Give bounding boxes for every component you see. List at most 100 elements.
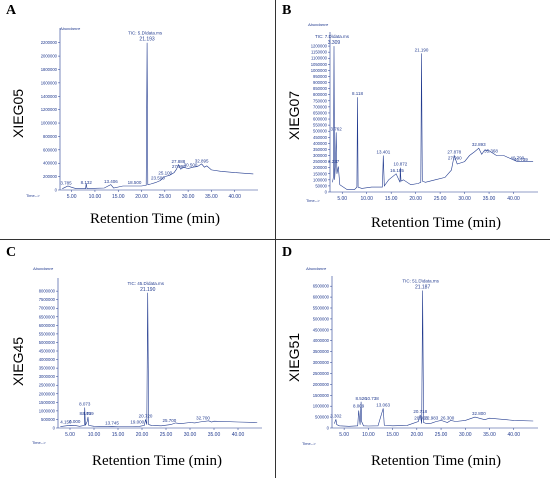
peak-label: 8.526 (355, 396, 367, 401)
y-tick-label: 3000000 (313, 360, 330, 365)
y-tick-label: 1000000 (311, 68, 328, 73)
peak-label: 3.785 (60, 180, 72, 185)
x-tick-label: 10.00 (362, 432, 375, 438)
y-tick-label: 4500000 (313, 327, 330, 332)
chromatogram-svg: 0 500000 1000000 1500000 2000000 2500000 30000… (313, 276, 538, 438)
peak-label: 13.401 (376, 150, 390, 155)
y-tick-label: 4000000 (39, 357, 56, 362)
chromatogram-svg: 0 200000 400000 600000 800000 1000000 1200000 1… (41, 28, 258, 200)
peak-label: 10.872 (393, 162, 407, 167)
peak-label: 4.150 (60, 419, 72, 424)
y-tick-label: 400000 (313, 141, 328, 146)
y-tick-label: 3500000 (313, 349, 330, 354)
y-tick-label: 6000000 (313, 295, 330, 300)
y-tick-label: 0 (327, 426, 330, 431)
y-tick-label: 700000 (313, 104, 328, 109)
abundance-label: Abundance (33, 266, 54, 271)
x-tick-label: 25.00 (160, 432, 173, 438)
peak-label: 20.720 (139, 413, 153, 418)
x-tick-label: 5.00 (337, 196, 347, 202)
y-tick-label: 1200000 (41, 107, 58, 112)
x-tick-label: 40.00 (232, 432, 245, 438)
peak-label: 8.009 (353, 403, 365, 408)
peak-label: 21.190 (415, 47, 429, 52)
panel-letter: C (6, 245, 17, 260)
x-tick-label: 15.00 (386, 432, 399, 438)
peak-label: 32.800 (472, 411, 486, 416)
chromatogram-line (332, 46, 534, 190)
peak-label: 3.237 (328, 159, 340, 164)
chart-panel-d: D XIEG51 Abundance Time--> Retention Tim… (276, 240, 550, 479)
y-tick-label: 750000 (313, 98, 328, 103)
y-tick-label: 500000 (313, 129, 328, 134)
x-tick-label: 20.00 (135, 194, 148, 200)
y-tick-label: 1000000 (39, 408, 56, 413)
y-tick-label: 3500000 (39, 366, 56, 371)
peak-label: 18.500 (128, 180, 142, 185)
x-tick-label: 20.00 (409, 196, 422, 202)
peak-label: 20.920 (414, 415, 428, 420)
peak-label: 32.700 (196, 415, 210, 420)
y-tick-label: 0 (55, 188, 58, 193)
y-tick-label: 650000 (313, 110, 328, 115)
y-tick-label: 5000000 (39, 340, 56, 345)
horizontal-divider (0, 239, 550, 240)
peak-label: 27.878 (447, 150, 461, 155)
x-tick-label: 30.00 (459, 432, 472, 438)
peak-label: 35.368 (484, 148, 498, 153)
y-tick-label: 2000000 (41, 54, 58, 59)
peak-label: 40.739 (514, 157, 528, 162)
peak-label: 25.700 (162, 418, 176, 423)
y-tick-label: 1050000 (311, 62, 328, 67)
x-tick-label: 20.00 (136, 432, 149, 438)
time-label: Time--> (26, 193, 40, 198)
y-tick-label: 100000 (313, 177, 328, 182)
tic-label: TIC: 45.D\data.ms (127, 281, 164, 286)
panel-letter: B (282, 3, 292, 18)
peak-label: 25.100 (158, 171, 172, 176)
y-tick-label: 1000000 (41, 121, 58, 126)
x-tick-label: 5.00 (339, 432, 349, 438)
y-tick-label: 600000 (43, 147, 58, 152)
y-tick-label: 300000 (313, 153, 328, 158)
x-tick-label: 10.00 (88, 432, 101, 438)
y-tick-label: 450000 (313, 135, 328, 140)
peak-label: 16.185 (390, 168, 404, 173)
y-tick-label: 1100000 (311, 56, 328, 61)
y-tick-label: 5500000 (39, 331, 56, 336)
y-tick-label: 1400000 (41, 94, 58, 99)
y-tick-label: 8000000 (39, 289, 56, 294)
y-tick-label: 550000 (313, 123, 328, 128)
y-tick-label: 6500000 (39, 314, 56, 319)
y-tick-label: 7500000 (39, 297, 56, 302)
y-tick-label: 4500000 (39, 349, 56, 354)
peak-label: 32.895 (195, 159, 209, 164)
peak-label: 27.990 (172, 164, 186, 169)
peak-label: 8.132 (81, 180, 93, 185)
y-tick-label: 250000 (313, 159, 328, 164)
chromatogram-line (334, 290, 534, 427)
y-tick-label: 2500000 (313, 371, 330, 376)
abundance-label: Abundance (60, 26, 81, 31)
time-label: Time--> (306, 198, 320, 203)
peak-label: 21.187 (415, 285, 431, 291)
abundance-label: Abundance (308, 22, 329, 27)
peak-label: 26.300 (440, 415, 454, 420)
peak-label: 8.739 (82, 411, 94, 416)
panel-letter: A (6, 3, 17, 18)
y-tick-label: 1200000 (311, 44, 328, 49)
peak-label: 20.718 (413, 409, 427, 414)
peak-label: 32.893 (472, 142, 486, 147)
peak-label: 13.406 (104, 179, 118, 184)
x-tick-label: 30.00 (458, 196, 471, 202)
panel-letter: D (282, 245, 293, 260)
y-tick-label: 0 (53, 426, 56, 431)
peak-label: 10.738 (365, 396, 379, 401)
x-tick-label: 25.00 (435, 432, 448, 438)
chromatogram-svg: 0 500000 1000000 1500000 2000000 2500000 30000… (39, 278, 262, 438)
y-tick-label: 6000000 (39, 323, 56, 328)
chromatogram-svg: 0 500001000001500002000002500003000003500… (311, 32, 538, 202)
y-tick-label: 5500000 (313, 306, 330, 311)
peak-label: 27.888 (171, 159, 185, 164)
x-axis-label: Retention Time (min) (92, 453, 223, 469)
